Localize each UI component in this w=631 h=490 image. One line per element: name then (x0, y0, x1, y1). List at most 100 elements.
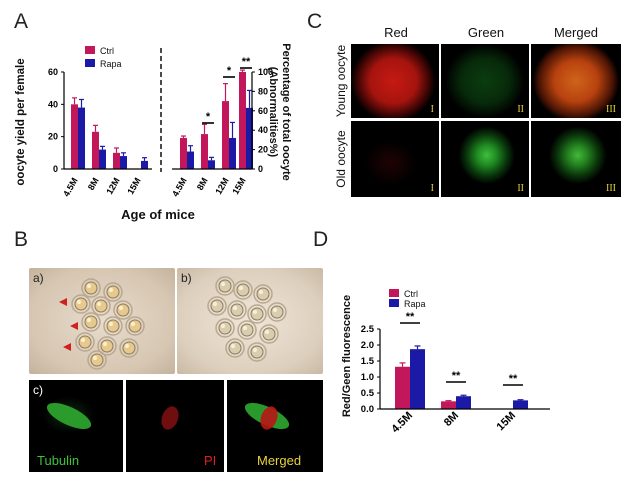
a-legend-ctrl-label: Ctrl (100, 46, 114, 56)
a-right-xtick-0: 4.5M (170, 176, 189, 198)
b-b-oocyte-8-highlight (242, 325, 248, 331)
a-left-ytick-1: 20 (48, 132, 58, 142)
b-a-oocyte-6-highlight (108, 321, 114, 327)
a-right-xtick-2: 12M (213, 176, 230, 196)
panel-letter-c: C (307, 10, 323, 33)
b-tubulin-image: c) Tubulin (29, 380, 123, 472)
d-legend-ctrl-label: Ctrl (404, 289, 418, 299)
b-a-oocyte-9-highlight (102, 341, 108, 347)
b-a-oocyte-5-zona (81, 312, 101, 332)
b-a-oocyte-1-highlight (108, 287, 114, 293)
b-b-oocyte-8-zona (237, 320, 257, 340)
panel-letter-b: B (14, 228, 29, 251)
c-row-old-label: Old oocyte (334, 130, 348, 188)
b-a-oocyte-8-zona (75, 332, 95, 352)
panel-letter-a: A (14, 10, 29, 33)
b-a-oocyte-10-highlight (124, 343, 130, 349)
d-legend-rapa-label: Rapa (404, 299, 426, 309)
b-b-oocyte-6-highlight (272, 307, 278, 313)
a-right-bar-ctrl-2 (222, 101, 229, 169)
d-ytick-5: 2.5 (361, 324, 375, 335)
b-merged-image: Merged (227, 380, 323, 472)
a-left-bar-rapa-1 (99, 149, 106, 169)
b-b-oocyte-10-zona (225, 338, 245, 358)
c-old-green-image: II (441, 121, 529, 197)
b-a-oocyte-11-zona (87, 350, 107, 370)
panel-letter-d: D (313, 228, 329, 251)
b-b-oocyte-5 (250, 307, 264, 321)
b-a-label: a) (33, 271, 44, 285)
b-a-oocyte-2-zona (71, 294, 91, 314)
b-a-oocyte-1-zona (103, 282, 123, 302)
a-right-ytick-3: 60 (258, 106, 268, 116)
d-ytick-0: 0.0 (361, 404, 374, 415)
b-b-oocyte-4 (230, 303, 244, 317)
a-left-bar-rapa-0 (78, 107, 85, 169)
a-sig-star-2: ** (242, 56, 251, 68)
b-a-oocyte-5 (84, 315, 98, 329)
b-a-oocyte-2 (74, 297, 88, 311)
b-b-oocyte-11-highlight (252, 347, 258, 353)
b-b-oocyte-5-zona (247, 304, 267, 324)
b-b-oocyte-7-highlight (220, 323, 226, 329)
b-pi-chromosomes (161, 406, 179, 430)
b-a-oocyte-7-highlight (130, 321, 136, 327)
a-right-xtick-3: 15M (230, 176, 247, 196)
a-right-bar-ctrl-0 (180, 137, 187, 169)
d-ylabel: Red/Geen fluorescence (341, 295, 353, 417)
a-right-bar-ctrl-1 (201, 134, 208, 169)
a-right-bar-rapa-0 (187, 151, 194, 169)
b-a-oocyte-10 (122, 341, 136, 355)
b-a-oocyte-7-zona (125, 316, 145, 336)
panel-a-chart: 4.5M 8M 12M 15M 4.5M 8M 12M 15M0204060020406080… (15, 43, 292, 222)
b-b-oocyte-0-zona (215, 276, 235, 296)
a-right-ytick-0: 0 (258, 164, 263, 174)
c-young-red-image: I (351, 44, 439, 118)
a-right-bar-ctrl-3 (239, 72, 246, 169)
c-row-young-label: Young oocyte (334, 44, 348, 118)
a-legend-ctrl-swatch (85, 46, 95, 54)
a-right-ytick-4: 80 (258, 86, 268, 96)
b-a-oocyte-7 (128, 319, 142, 333)
a-right-ylabel-line2: (Abnormalities%) (267, 67, 279, 158)
b-b-oocyte-5-highlight (252, 309, 258, 315)
c-old-red-image: I (351, 121, 439, 197)
a-left-xtick-2: 12M (104, 176, 121, 196)
b-b-oocyte-3 (210, 299, 224, 313)
b-b-oocyte-9-zona (259, 324, 279, 344)
a-left-ytick-2: 40 (48, 99, 58, 109)
b-b-oocyte-9 (262, 327, 276, 341)
a-legend-rapa-label: Rapa (100, 59, 122, 69)
b-tubulin-label: Tubulin (37, 453, 80, 468)
a-right-bar-rapa-3 (246, 107, 253, 169)
b-b-oocyte-10-highlight (230, 343, 236, 349)
b-b-oocyte-6 (270, 305, 284, 319)
b-b-oocyte-4-highlight (232, 305, 238, 311)
a-left-bar-ctrl-2 (113, 152, 120, 169)
b-b-oocyte-2-highlight (258, 289, 264, 295)
b-a-oocyte-8-highlight (80, 337, 86, 343)
b-tubulin-spindle (46, 402, 92, 430)
b-b-oocyte-4-zona (227, 300, 247, 320)
d-sig-star-0: ** (406, 311, 415, 323)
d-sig-star-1: ** (452, 370, 461, 382)
b-b-oocyte-2-zona (253, 284, 273, 304)
b-a-oocyte-4-highlight (118, 305, 124, 311)
d-bar-rapa-2 (513, 400, 528, 409)
d-bar-rapa-1 (456, 396, 471, 409)
d-xtick-0: 4.5M (389, 410, 415, 436)
b-b-oocyte-1-highlight (238, 285, 244, 291)
panel-c-header: Red Green Merged (351, 25, 621, 41)
d-legend-rapa-swatch (389, 299, 399, 307)
b-a-oocyte-0 (84, 281, 98, 295)
c-col-red: Red (384, 25, 408, 40)
b-a-oocyte-9 (100, 339, 114, 353)
a-left-bar-rapa-2 (120, 156, 127, 169)
b-a-oocyte-10-zona (119, 338, 139, 358)
d-ytick-1: 0.5 (361, 388, 375, 399)
a-legend-rapa-swatch (85, 59, 95, 67)
b-a-oocyte-8 (78, 335, 92, 349)
b-a-oocyte-3-highlight (96, 301, 102, 307)
a-left-ytick-0: 0 (53, 164, 58, 174)
